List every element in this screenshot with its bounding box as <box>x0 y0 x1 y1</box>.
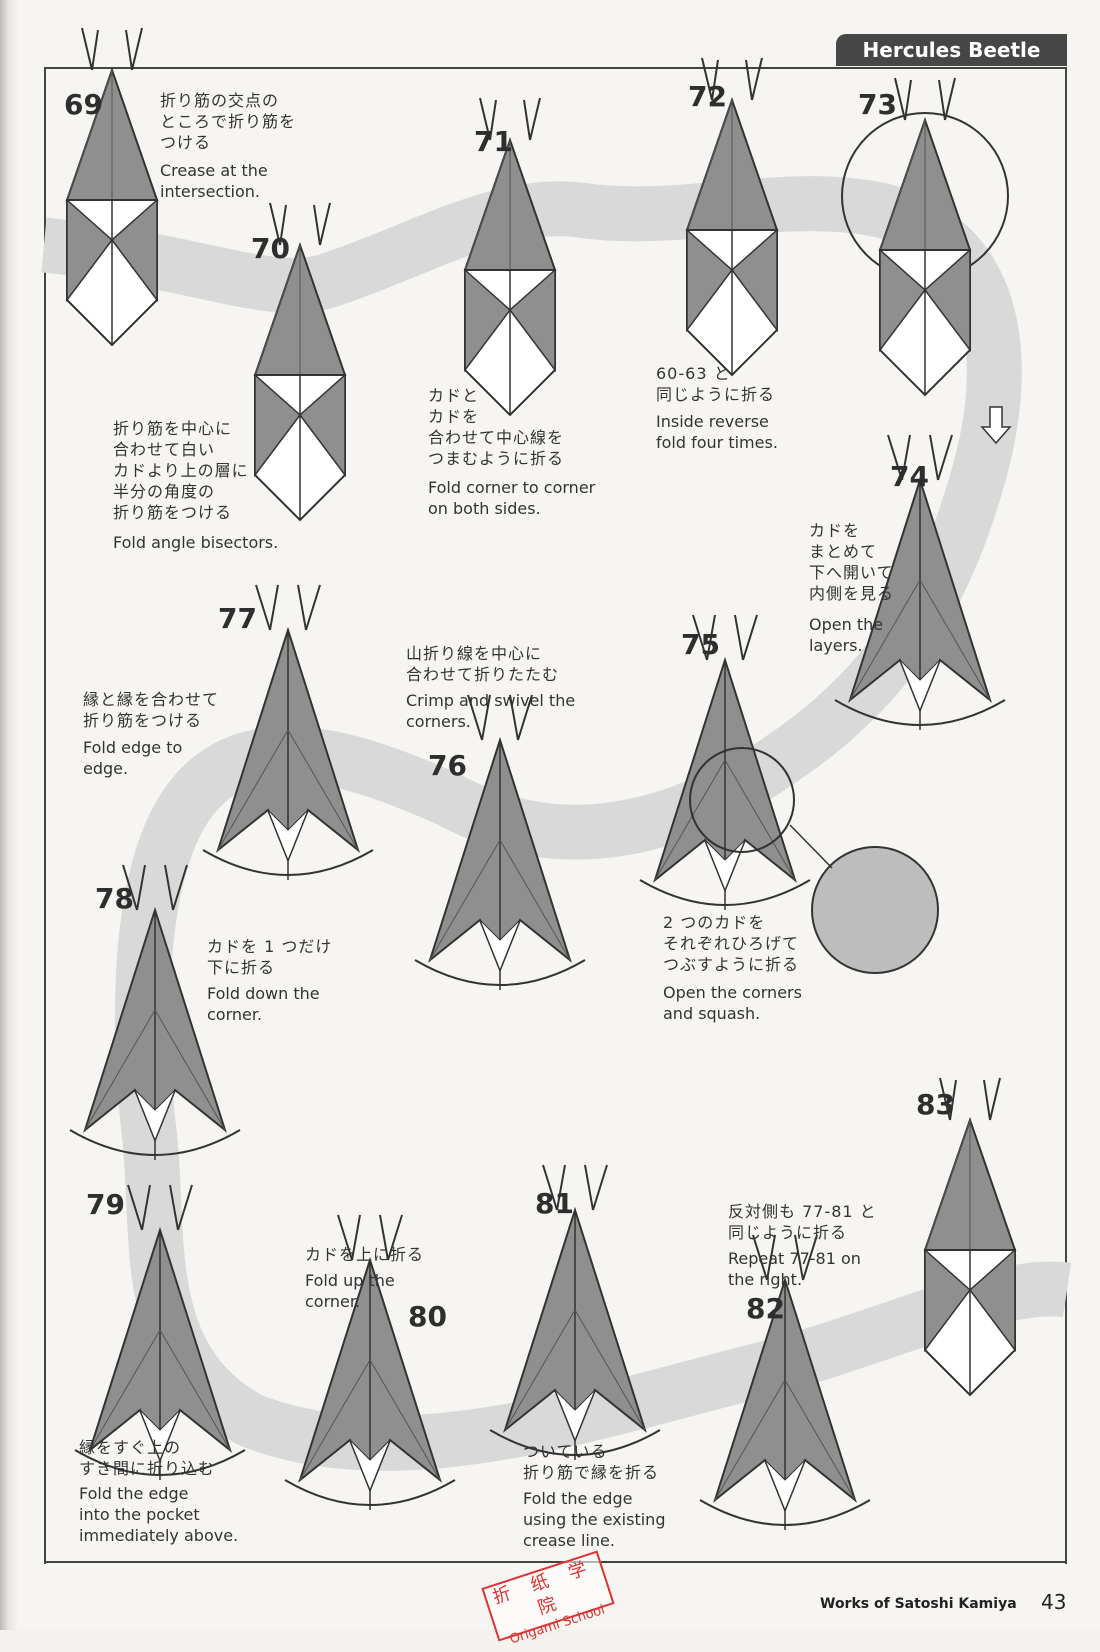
step-number-79: 79 <box>86 1188 125 1221</box>
step-78-en: Fold down the corner. <box>207 984 320 1024</box>
step-75-jp: 2 つのカドを それぞれひろげて つぶすように折る <box>663 913 800 974</box>
step-70-jp: 折り筋を中心に 合わせて白い カドより上の層に 半分の角度の 折り筋をつける <box>113 419 249 522</box>
step-number-80: 80 <box>408 1300 447 1333</box>
step-72-jp: 60-63 と 同じように折る <box>656 364 776 404</box>
step-71-jp: カドと カドを 合わせて中心線を つまむように折る <box>428 386 565 468</box>
book-spine-shadow <box>0 0 18 1630</box>
step-74-en: Open the layers. <box>809 615 884 655</box>
step-72-en: Inside reverse fold four times. <box>656 412 778 452</box>
step-number-81: 81 <box>535 1187 574 1220</box>
step-number-69: 69 <box>64 88 103 121</box>
step-80-en: Fold up the corner. <box>305 1271 395 1311</box>
page-number: 43 <box>1041 1590 1067 1614</box>
step-number-82: 82 <box>746 1292 785 1325</box>
step-81-en: Fold the edge using the existing crease … <box>523 1489 666 1550</box>
footer-credit: Works of Satoshi Kamiya <box>820 1596 1017 1612</box>
step-number-78: 78 <box>95 882 134 915</box>
step-70-en: Fold angle bisectors. <box>113 533 279 552</box>
step-78-jp: カドを 1 つだけ 下に折る <box>207 937 333 977</box>
step-number-83: 83 <box>916 1088 955 1121</box>
down-arrow-icon <box>980 406 1012 445</box>
zoom-circle-75 <box>689 747 795 853</box>
step-79-jp: 縁をすぐ上の すき間に折り込む <box>79 1438 216 1478</box>
section-title-tab: Hercules Beetle <box>836 34 1067 66</box>
step-75-en: Open the corners and squash. <box>663 983 802 1023</box>
step-77-jp: 縁と縁を合わせて 折り筋をつける <box>83 690 220 730</box>
step-82-en: Repeat 77-81 on the right. <box>728 1249 861 1289</box>
step-76-en: Crimp and swivel the corners. <box>406 691 576 731</box>
step-number-76: 76 <box>428 749 467 782</box>
step-number-73: 73 <box>858 88 897 121</box>
section-title: Hercules Beetle <box>862 38 1041 62</box>
model-step-79 <box>74 1184 246 1481</box>
step-74-jp: カドを まとめて 下へ開いて 内側を見る <box>809 521 895 603</box>
step-number-74: 74 <box>890 460 929 493</box>
model-step-83 <box>924 1077 1016 1396</box>
step-number-77: 77 <box>218 602 257 635</box>
step-number-72: 72 <box>688 80 727 113</box>
step-number-75: 75 <box>681 628 720 661</box>
frame-bottom-rule <box>44 1561 1067 1563</box>
model-step-69 <box>66 27 158 346</box>
step-69-en: Crease at the intersection. <box>160 161 268 201</box>
step-82-jp: 反対側も 77-81 と 同じように折る <box>728 1202 877 1242</box>
model-step-81 <box>489 1164 661 1461</box>
step-81-jp: ついている 折り筋で縁を折る <box>523 1442 660 1482</box>
step-77-en: Fold edge to edge. <box>83 738 183 778</box>
step-number-71: 71 <box>474 125 513 158</box>
step-76-jp: 山折り線を中心に 合わせて折りたたむ <box>406 644 560 684</box>
step-71-en: Fold corner to corner on both sides. <box>428 478 596 518</box>
step-80-jp: カドを上に折る <box>305 1245 425 1264</box>
zoom-detail-75 <box>811 846 939 974</box>
step-69-jp: 折り筋の交点の ところで折り筋を つける <box>160 91 297 152</box>
step-number-70: 70 <box>251 232 290 265</box>
model-step-73 <box>879 77 971 396</box>
step-79-en: Fold the edge into the pocket immediatel… <box>79 1484 239 1545</box>
diagram-frame <box>44 67 1067 1564</box>
